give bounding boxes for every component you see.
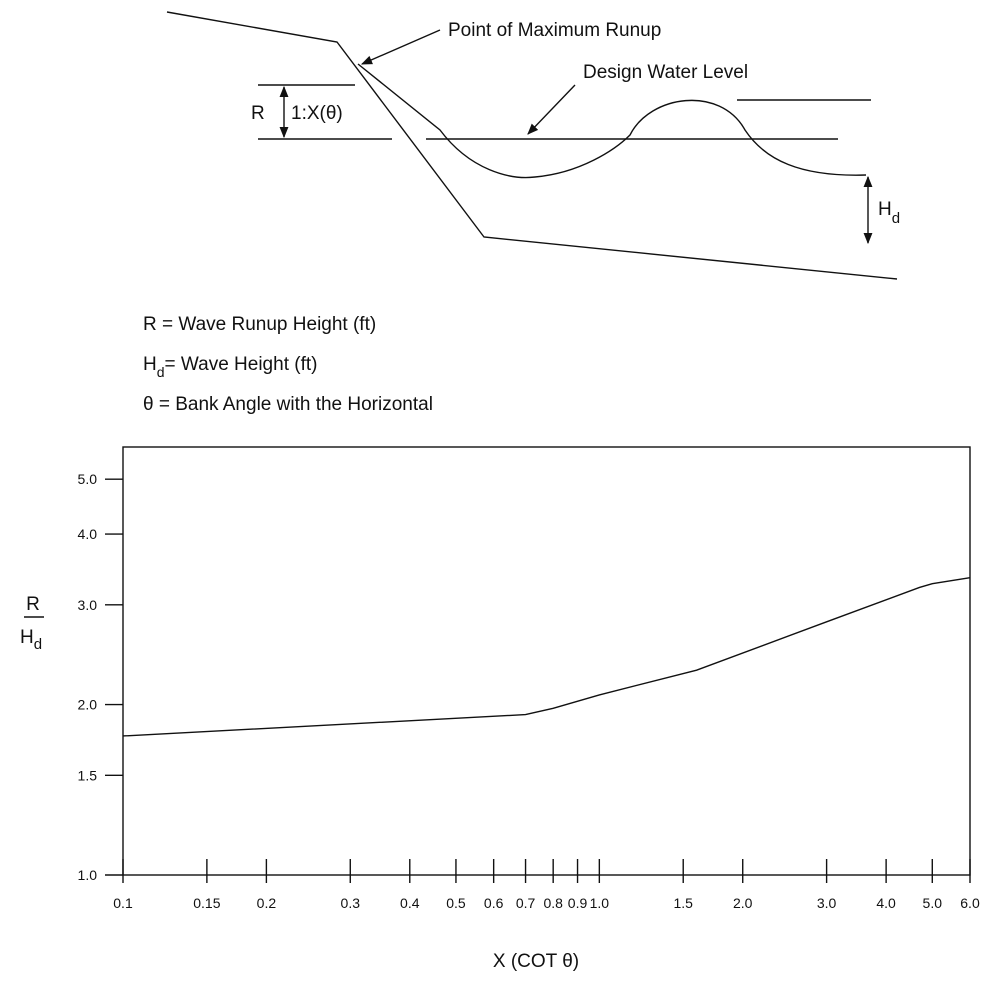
- y-tick-label: 1.0: [78, 867, 98, 883]
- slope-label: 1:X(θ): [291, 103, 343, 124]
- wave-profile: [357, 63, 867, 179]
- y-label-bottom: Hd: [20, 627, 42, 653]
- diagram: Point of Maximum Runup Design Water Leve…: [166, 11, 900, 280]
- y-tick-label: 5.0: [78, 471, 98, 487]
- hd-label: Hd: [878, 199, 900, 227]
- hd-main: H: [143, 354, 157, 375]
- x-tick-label: 0.9: [568, 895, 588, 911]
- y-label-main: H: [20, 627, 34, 648]
- plot-frame: [122, 446, 971, 876]
- x-tick-label: 0.5: [446, 895, 466, 911]
- x-tick-label: 5.0: [923, 895, 943, 911]
- x-tick-label: 0.7: [516, 895, 536, 911]
- point-arrow: [360, 29, 441, 65]
- water-label: Design Water Level: [583, 62, 748, 83]
- hd-definition: Hd= Wave Height (ft): [143, 354, 317, 380]
- y-tick-label: 1.5: [78, 767, 98, 783]
- point-label: Point of Maximum Runup: [448, 20, 661, 41]
- x-tick-label: 4.0: [876, 895, 896, 911]
- x-tick-label: 0.6: [484, 895, 504, 911]
- hd-main: H: [878, 199, 892, 220]
- hd-sub: d: [892, 210, 900, 227]
- x-tick-label: 6.0: [960, 895, 980, 911]
- y-tick-label: 4.0: [78, 526, 98, 542]
- y-tick-label: 2.0: [78, 697, 98, 713]
- x-tick-label: 0.3: [341, 895, 361, 911]
- x-tick-label: 3.0: [817, 895, 837, 911]
- r-definition: R = Wave Runup Height (ft): [143, 314, 376, 335]
- water-arrow: [527, 84, 576, 135]
- y-label-sub: d: [34, 636, 42, 653]
- x-axis-label: X (COT θ): [493, 951, 579, 972]
- x-tick-label: 0.15: [193, 895, 220, 911]
- y-tick-label: 3.0: [78, 597, 98, 613]
- y-label-top: R: [26, 594, 40, 615]
- x-tick-label: 0.2: [257, 895, 277, 911]
- theta-definition: θ = Bank Angle with the Horizontal: [143, 394, 433, 415]
- hd-text: = Wave Height (ft): [165, 354, 318, 375]
- x-tick-label: 1.0: [590, 895, 610, 911]
- x-tick-label: 0.1: [113, 895, 133, 911]
- data-line: [122, 577, 971, 737]
- definitions: R = Wave Runup Height (ft) Hd= Wave Heig…: [143, 314, 433, 415]
- bank-profile: [166, 11, 898, 280]
- x-tick-label: 0.8: [543, 895, 563, 911]
- hd-sub: d: [157, 364, 165, 380]
- x-tick-label: 2.0: [733, 895, 753, 911]
- r-label: R: [251, 103, 265, 124]
- x-tick-label: 1.5: [673, 895, 693, 911]
- x-tick-label: 0.4: [400, 895, 420, 911]
